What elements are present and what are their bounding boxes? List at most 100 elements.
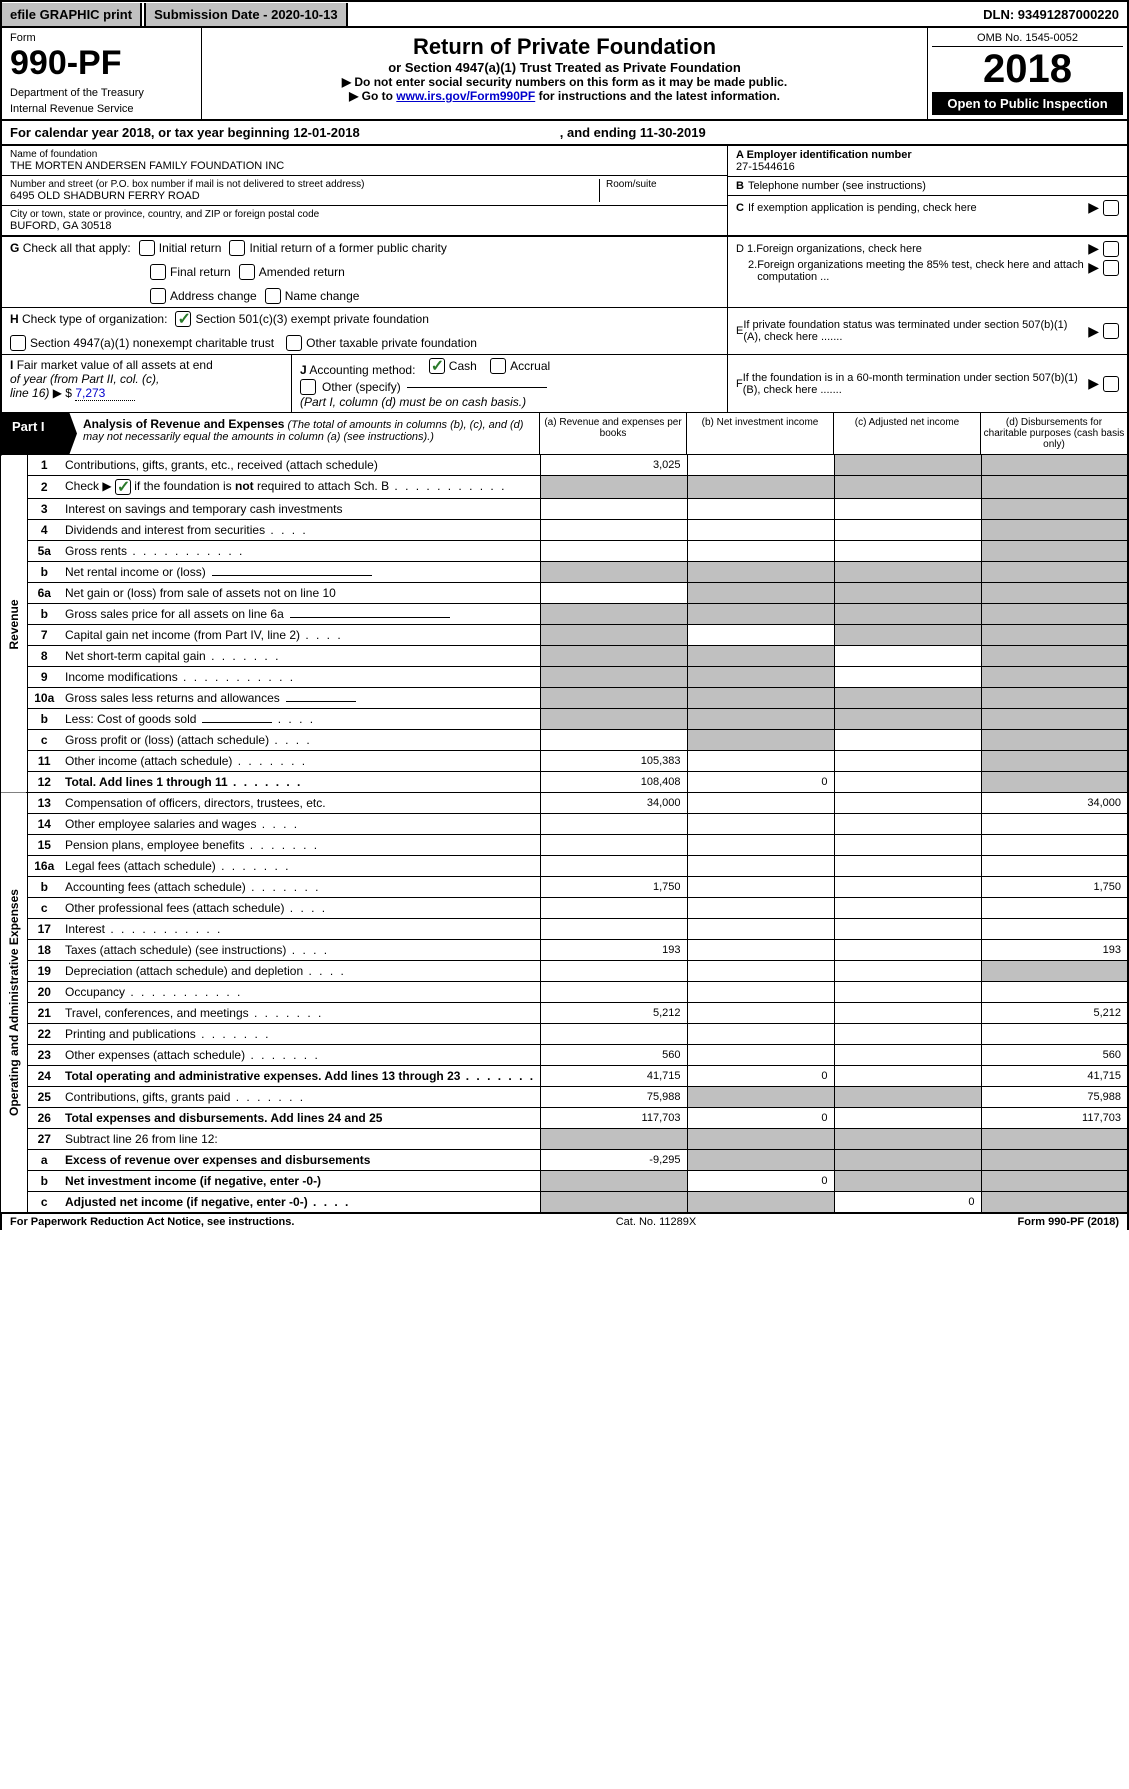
foreign-85-checkbox[interactable]	[1103, 260, 1119, 276]
4947-checkbox[interactable]	[10, 335, 26, 351]
opt-other-specify: Other (specify)	[322, 380, 401, 394]
amount-cell	[834, 982, 981, 1003]
table-row: 18Taxes (attach schedule) (see instructi…	[1, 940, 1128, 961]
initial-return-checkbox[interactable]	[139, 240, 155, 256]
table-row: 11Other income (attach schedule)105,383	[1, 751, 1128, 772]
line-desc: Contributions, gifts, grants paid	[61, 1087, 540, 1108]
h-check-block: H Check type of organization: Section 50…	[0, 308, 1129, 355]
accrual-checkbox[interactable]	[490, 358, 506, 374]
name-change-checkbox[interactable]	[265, 288, 281, 304]
60month-checkbox[interactable]	[1103, 376, 1119, 392]
ein-row: A Employer identification number 27-1544…	[728, 146, 1127, 177]
line-number: 5a	[27, 541, 61, 562]
line-number: 6a	[27, 583, 61, 604]
initial-former-checkbox[interactable]	[229, 240, 245, 256]
amount-cell	[687, 1024, 834, 1045]
form-label: Form	[10, 32, 193, 44]
amount-cell	[687, 1087, 834, 1108]
line-number: 9	[27, 667, 61, 688]
addr-label: Number and street (or P.O. box number if…	[10, 179, 599, 190]
amount-cell	[687, 667, 834, 688]
table-row: 14Other employee salaries and wages	[1, 814, 1128, 835]
header-center: Return of Private Foundation or Section …	[202, 28, 927, 119]
amount-cell	[687, 541, 834, 562]
irs-link[interactable]: www.irs.gov/Form990PF	[396, 89, 535, 103]
amount-cell	[540, 814, 687, 835]
terminated-checkbox[interactable]	[1103, 323, 1119, 339]
amount-cell: 1,750	[540, 877, 687, 898]
opt-final-return: Final return	[170, 265, 231, 279]
omb-number: OMB No. 1545-0052	[932, 32, 1123, 47]
amount-cell: 117,703	[981, 1108, 1128, 1129]
table-row: Operating and Administrative Expenses13C…	[1, 793, 1128, 814]
amount-cell	[981, 625, 1128, 646]
other-taxable-checkbox[interactable]	[286, 335, 302, 351]
dept-irs: Internal Revenue Service	[10, 103, 193, 115]
top-bar: efile GRAPHIC print Submission Date - 20…	[0, 0, 1129, 28]
amount-cell	[687, 1150, 834, 1171]
amount-cell	[834, 688, 981, 709]
table-row: 17Interest	[1, 919, 1128, 940]
amount-cell	[834, 793, 981, 814]
line-number: 12	[27, 772, 61, 793]
amount-cell	[981, 835, 1128, 856]
line-desc: Net short-term capital gain	[61, 646, 540, 667]
501c3-checkbox[interactable]	[175, 311, 191, 327]
part1-title: Analysis of Revenue and Expenses	[83, 417, 284, 431]
h-text: Check type of organization:	[22, 312, 167, 326]
amount-cell	[687, 499, 834, 520]
dln-label: DLN: 93491287000220	[975, 3, 1127, 26]
amount-cell	[981, 856, 1128, 877]
amount-cell: 0	[687, 772, 834, 793]
form-title: Return of Private Foundation	[212, 34, 917, 60]
amount-cell	[981, 541, 1128, 562]
g-letter: G	[10, 241, 19, 255]
line-number: 7	[27, 625, 61, 646]
amount-cell: 105,383	[540, 751, 687, 772]
amount-cell	[834, 499, 981, 520]
room-label: Room/suite	[606, 179, 719, 190]
line-number: b	[27, 604, 61, 625]
line-desc: Other employee salaries and wages	[61, 814, 540, 835]
line-desc: Other income (attach schedule)	[61, 751, 540, 772]
opt-amended-return: Amended return	[259, 265, 345, 279]
foreign-org-checkbox[interactable]	[1103, 241, 1119, 257]
amount-cell	[981, 730, 1128, 751]
amount-cell	[687, 583, 834, 604]
cal-year-left: For calendar year 2018, or tax year begi…	[10, 125, 360, 140]
opt-4947: Section 4947(a)(1) nonexempt charitable …	[30, 336, 274, 350]
telephone-row: B Telephone number (see instructions)	[728, 177, 1127, 196]
amount-cell	[834, 1024, 981, 1045]
col-a-header: (a) Revenue and expenses per books	[539, 413, 686, 454]
line-desc: Check ▶ if the foundation is not require…	[61, 476, 540, 499]
table-row: 3Interest on savings and temporary cash …	[1, 499, 1128, 520]
ein-value: 27-1544616	[736, 161, 795, 173]
amount-cell: 193	[540, 940, 687, 961]
instruction-1: ▶ Do not enter social security numbers o…	[212, 75, 917, 89]
line-desc: Pension plans, employee benefits	[61, 835, 540, 856]
arrow-icon: ▶	[1088, 259, 1099, 276]
other-specify-checkbox[interactable]	[300, 379, 316, 395]
final-return-checkbox[interactable]	[150, 264, 166, 280]
amount-cell	[834, 709, 981, 730]
opt-address-change: Address change	[170, 289, 257, 303]
amended-return-checkbox[interactable]	[239, 264, 255, 280]
foundation-name-row: Name of foundation THE MORTEN ANDERSEN F…	[2, 146, 727, 176]
line-desc: Other expenses (attach schedule)	[61, 1045, 540, 1066]
exemption-checkbox[interactable]	[1103, 200, 1119, 216]
address-change-checkbox[interactable]	[150, 288, 166, 304]
line-desc: Net rental income or (loss)	[61, 562, 540, 583]
amount-cell: -9,295	[540, 1150, 687, 1171]
line-desc: Net gain or (loss) from sale of assets n…	[61, 583, 540, 604]
name-label: Name of foundation	[10, 149, 719, 160]
amount-cell	[981, 709, 1128, 730]
table-row: bNet investment income (if negative, ent…	[1, 1171, 1128, 1192]
other-specify-field[interactable]	[407, 387, 547, 388]
amount-cell: 34,000	[540, 793, 687, 814]
amount-cell	[981, 646, 1128, 667]
line-number: 4	[27, 520, 61, 541]
cash-checkbox[interactable]	[429, 358, 445, 374]
table-row: 10aGross sales less returns and allowanc…	[1, 688, 1128, 709]
line-number: 26	[27, 1108, 61, 1129]
line-desc: Net investment income (if negative, ente…	[61, 1171, 540, 1192]
